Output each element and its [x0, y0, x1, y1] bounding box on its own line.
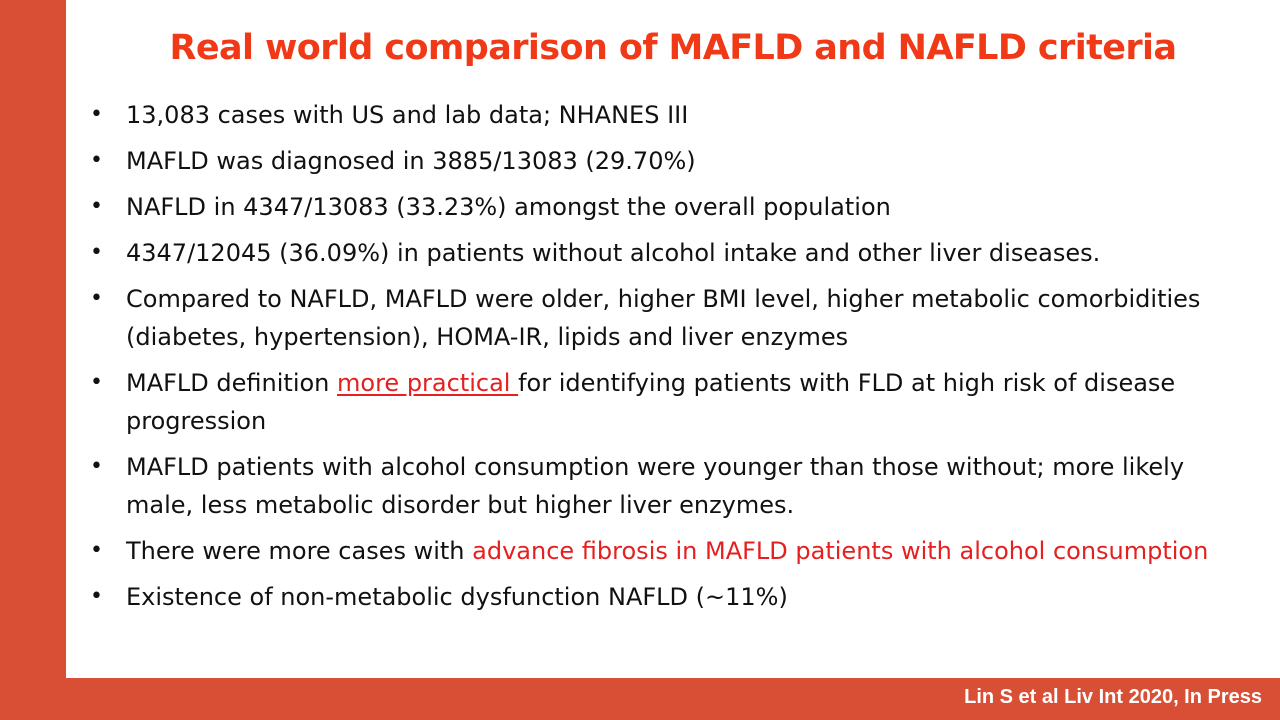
bullet-text-before: MAFLD definition	[126, 369, 338, 397]
slide-title: Real world comparison of MAFLD and NAFLD…	[169, 28, 1178, 68]
left-accent-bar	[0, 0, 66, 720]
bullet-text: MAFLD patients with alcohol consumption …	[126, 453, 1185, 519]
bullet-dot-icon: •	[90, 538, 103, 563]
bullet-text-after: for identifying patients with FLD at hig…	[126, 369, 1176, 435]
bullet-item: • 13,083 cases with US and lab data; NHA…	[90, 96, 1240, 134]
more-practical-link[interactable]: more practical	[337, 369, 519, 397]
bullet-text: NAFLD in 4347/13083 (33.23%) amongst the…	[126, 193, 891, 221]
bullet-text: Compared to NAFLD, MAFLD were older, hig…	[126, 285, 1201, 351]
bullet-item: • 4347/12045 (36.09%) in patients withou…	[90, 234, 1240, 272]
bullet-text: 4347/12045 (36.09%) in patients without …	[126, 239, 1101, 267]
bullet-item: • MAFLD was diagnosed in 3885/13083 (29.…	[90, 142, 1240, 180]
bullet-item: • Compared to NAFLD, MAFLD were older, h…	[90, 280, 1240, 356]
bullet-text: 13,083 cases with US and lab data; NHANE…	[126, 101, 689, 129]
bullet-item: • NAFLD in 4347/13083 (33.23%) amongst t…	[90, 188, 1240, 226]
bullet-dot-icon: •	[90, 454, 103, 479]
citation: Lin S et al Liv Int 2020, In Press	[964, 686, 1262, 708]
bullet-dot-icon: •	[90, 148, 103, 173]
bullet-dot-icon: •	[90, 584, 103, 609]
highlighted-text: advance fibrosis in MAFLD patients with …	[472, 537, 1209, 565]
bottom-accent-bar	[0, 678, 1280, 720]
bullet-dot-icon: •	[90, 286, 103, 311]
bullet-item: • There were more cases with advance fib…	[90, 532, 1240, 570]
bullet-text: Existence of non-metabolic dysfunction N…	[126, 583, 788, 611]
bullet-text-before: There were more cases with	[126, 537, 473, 565]
bullet-list: • 13,083 cases with US and lab data; NHA…	[90, 96, 1240, 624]
bullet-item: • MAFLD definition more practical for id…	[90, 364, 1240, 440]
bullet-dot-icon: •	[90, 370, 103, 395]
bullet-dot-icon: •	[90, 102, 103, 127]
bullet-item: • MAFLD patients with alcohol consumptio…	[90, 448, 1240, 524]
bullet-dot-icon: •	[90, 240, 103, 265]
bullet-text: MAFLD was diagnosed in 3885/13083 (29.70…	[126, 147, 696, 175]
bullet-dot-icon: •	[90, 194, 103, 219]
bullet-item: • Existence of non-metabolic dysfunction…	[90, 578, 1240, 616]
